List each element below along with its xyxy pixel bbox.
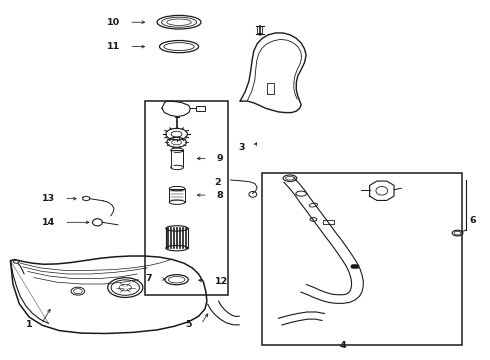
Text: 10: 10 — [107, 18, 121, 27]
Bar — [145, 101, 228, 295]
Text: 7: 7 — [146, 274, 152, 283]
Bar — [257, 26, 262, 33]
Text: 12: 12 — [215, 276, 228, 285]
Text: 9: 9 — [217, 154, 223, 163]
Text: 6: 6 — [470, 216, 476, 225]
Bar — [262, 173, 463, 345]
Text: 4: 4 — [340, 341, 346, 350]
Text: 8: 8 — [217, 190, 223, 199]
Text: 11: 11 — [107, 42, 121, 51]
Bar — [323, 220, 334, 224]
Text: 2: 2 — [214, 178, 220, 187]
Text: 1: 1 — [26, 320, 32, 329]
Text: 3: 3 — [239, 143, 245, 152]
Text: 14: 14 — [42, 218, 55, 227]
Text: 5: 5 — [186, 320, 192, 329]
Text: 13: 13 — [42, 194, 55, 203]
Bar — [196, 106, 205, 111]
